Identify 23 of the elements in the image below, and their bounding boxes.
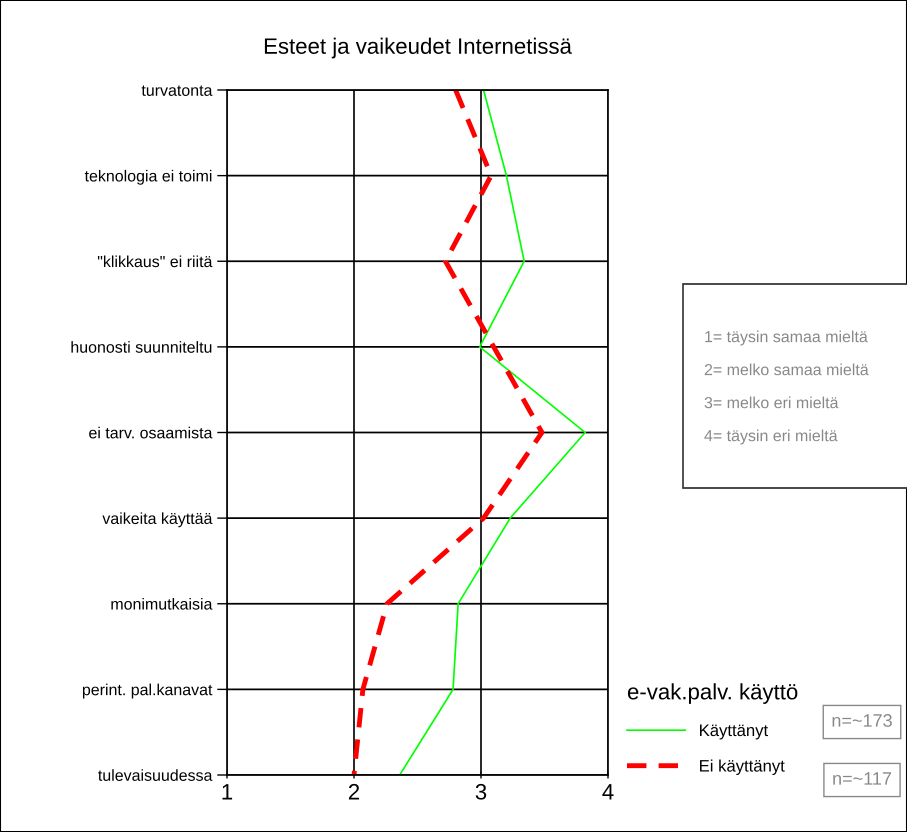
x-tick-label: 1 — [222, 784, 232, 800]
chart-title: Esteet ja vaikeudet Internetissä — [264, 38, 572, 58]
y-tick-label: perint. pal.kanavat — [82, 684, 212, 698]
text: 1= täysin samaa mieltä — [705, 330, 868, 346]
text: 2= melko samaa mieltä — [704, 364, 869, 376]
y-tick-label: tulevaisuudessa — [98, 769, 212, 781]
text: n=~173 — [832, 714, 892, 727]
legend-title: e-vak.palv. käyttö — [628, 683, 798, 704]
text: 3= melko eri mieltä — [704, 396, 838, 408]
text: n=~117 — [833, 772, 892, 785]
x-tick-label: 4 — [602, 784, 614, 800]
y-tick-label: monimutkaisia — [111, 598, 212, 610]
x-tick-label: 2 — [348, 784, 360, 800]
x-tick-label: 3 — [476, 784, 486, 800]
y-tick-label: vaikeita käyttää — [102, 512, 212, 528]
legend-label: Käyttänyt — [700, 724, 768, 740]
y-tick-label: turvatonta — [142, 85, 212, 96]
y-tick-label: teknologia ei toimi — [84, 170, 212, 185]
y-tick-label: huonosti suunniteltu — [71, 341, 212, 353]
y-tick-label: ei tarv. osaamista — [89, 426, 212, 438]
text: 4= täysin eri mieltä — [704, 430, 838, 444]
y-tick-label: "klikkaus" ei riitä — [98, 255, 212, 268]
legend-label: Ei käyttänyt — [700, 759, 785, 775]
